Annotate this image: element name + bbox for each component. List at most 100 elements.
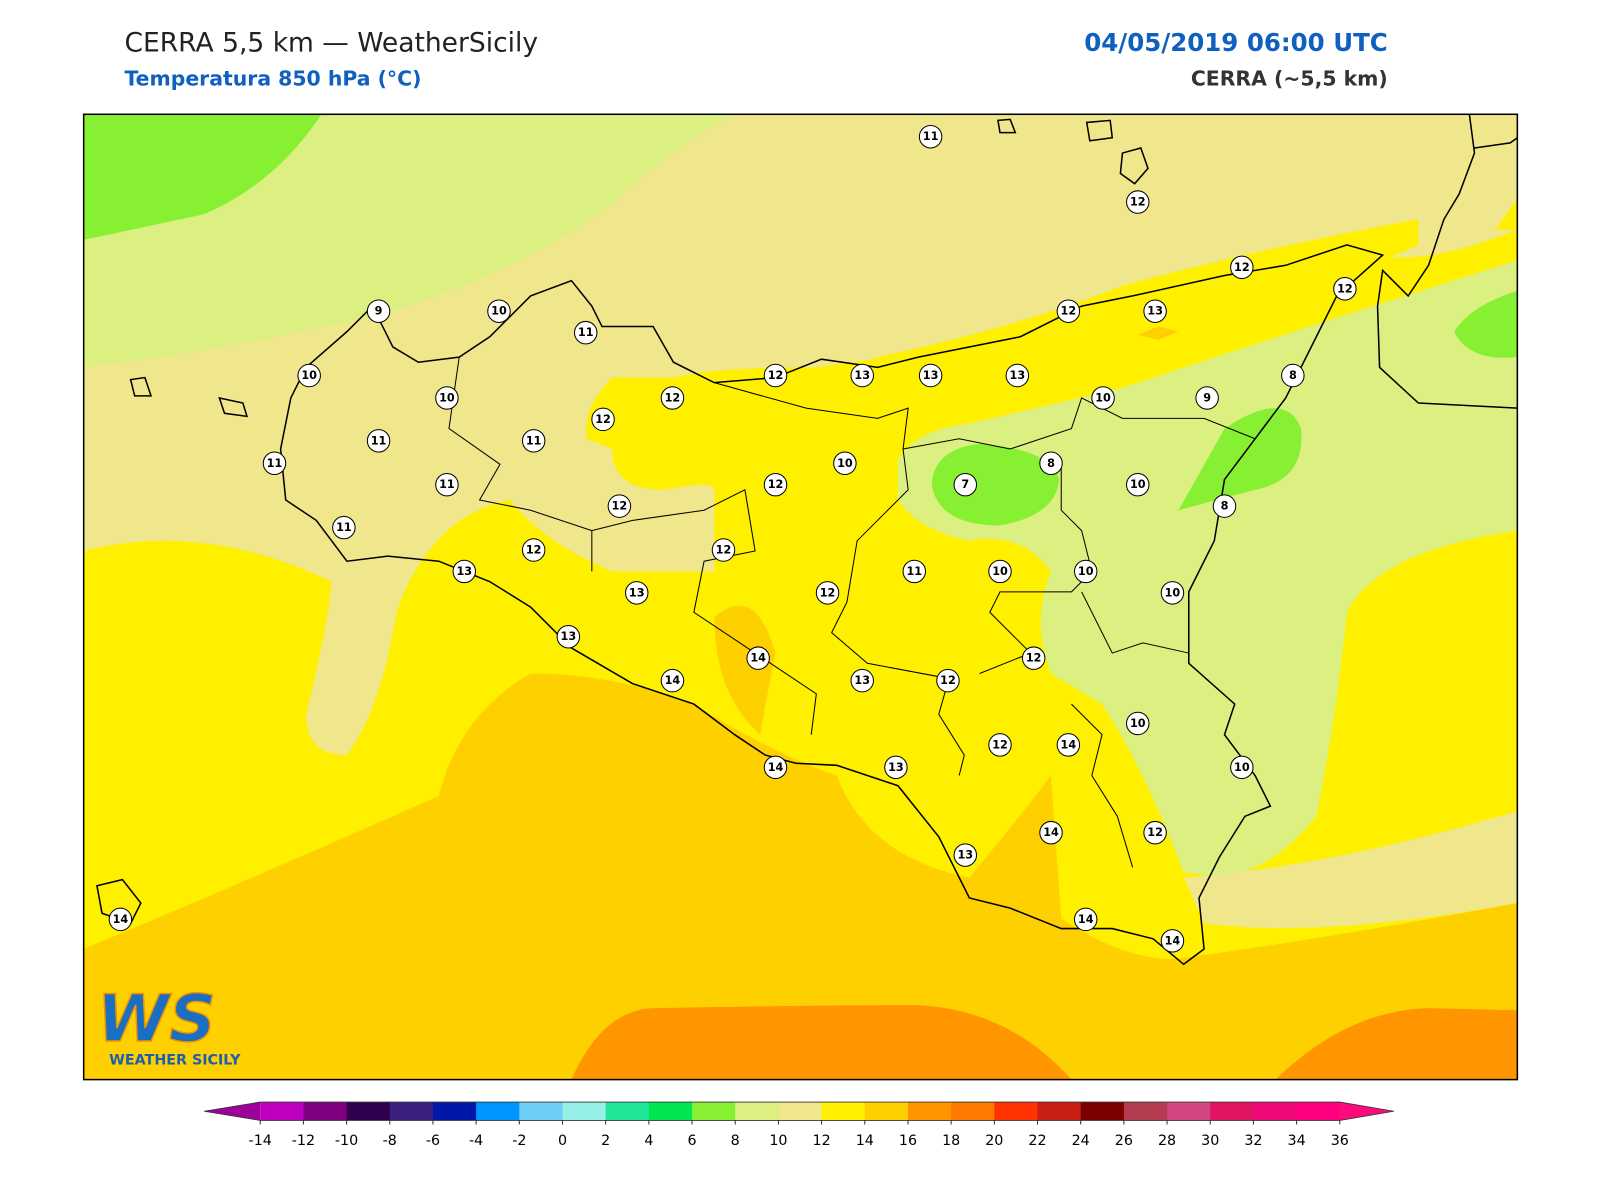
colorbar-segment [389,1102,434,1121]
colorbar-segment [778,1102,823,1121]
colorbar-under [204,1102,261,1121]
subtitle: Temperatura 850 hPa (°C) [124,67,421,91]
station-value: 11 [906,565,922,578]
station-marker [1126,190,1150,214]
colorbar-segment [648,1102,693,1121]
station-value: 10 [1165,586,1181,599]
colorbar-tick-label: -2 [512,1133,526,1149]
stations: 11 12 12 12 9 10 11 12 13 10 12 13 13 13 8 10 12 10 9 12 11 1… [108,125,1357,953]
temperature-band [897,260,1518,878]
colorbar-segment [1296,1102,1341,1121]
station-marker [1143,820,1167,845]
station-marker [1126,711,1150,736]
station-value: 8 [1289,369,1297,382]
station-marker [833,451,857,475]
station-marker [297,363,321,388]
coastlines [96,114,1518,966]
station-marker [521,538,546,562]
station-value: 11 [526,434,542,447]
station-marker [1126,472,1150,497]
station-marker [366,299,391,323]
colorbar-tick-label: -14 [249,1133,272,1149]
colorbar-tick-label: 32 [1244,1133,1262,1149]
station-marker [988,559,1012,584]
station-value: 10 [1234,761,1250,774]
colorbar-segment [476,1102,520,1121]
station-value: 12 [1061,305,1077,318]
colorbar-tick-label: 8 [731,1133,740,1149]
station-marker [1005,363,1030,388]
station-value: 14 [1078,913,1094,926]
station-value: 11 [578,326,594,339]
station-value: 12 [1147,826,1163,839]
colorbar-segment [821,1102,866,1121]
station-value: 14 [113,913,129,926]
station-marker [902,559,927,584]
station-marker [435,472,459,497]
station-marker [1333,277,1357,301]
colorbar-tick-label: 2 [601,1133,610,1149]
station-value: 11 [439,478,455,491]
station-marker [1039,820,1063,845]
station-value: 9 [375,305,383,318]
station-marker [660,668,685,693]
station-marker [763,755,788,780]
station-value: 12 [1130,196,1146,209]
temperature-band [1454,290,1518,358]
station-value: 13 [629,586,645,599]
station-marker [521,429,546,453]
station-marker [1230,755,1254,780]
colorbar-tick-label: -10 [335,1133,358,1149]
station-marker [625,581,649,605]
station-marker [435,386,459,410]
temperature-band [877,219,1419,424]
station-marker [1195,386,1219,410]
station-value: 10 [1095,391,1111,404]
station-value: 12 [768,478,784,491]
station-marker [763,472,788,497]
station-value: 12 [1026,652,1042,665]
station-value: 11 [371,434,387,447]
station-value: 8 [1047,457,1055,470]
map-frame [82,113,1519,1081]
station-marker [763,363,788,388]
station-value: 13 [888,761,904,774]
station-value: 10 [1078,565,1094,578]
colorbar-segment [907,1102,952,1121]
colorbar-segment [1037,1102,1082,1121]
colorbar-segment [951,1102,995,1121]
colorbar-segment [303,1102,348,1121]
station-value: 10 [837,457,853,470]
station-value: 14 [1043,826,1059,839]
station-value: 7 [961,478,969,491]
station-marker [850,668,874,693]
station-value: 10 [992,565,1008,578]
station-value: 10 [1130,478,1146,491]
station-marker [607,494,632,518]
station-marker [660,386,685,410]
colorbar-segment [346,1102,391,1121]
logo-text: WEATHER SICILY [109,1052,241,1068]
colorbar-tick-label: -4 [469,1133,483,1149]
station-marker [936,668,960,693]
date: 04/05/2019 06:00 UTC [1084,28,1388,57]
colorbar-tick-label: 16 [899,1133,917,1149]
station-value: 14 [1165,934,1181,947]
station-value: 13 [456,565,472,578]
station-value: 12 [1234,261,1250,274]
station-value: 11 [923,130,939,143]
colorbar-segment [1167,1102,1211,1121]
station-marker [1039,451,1063,475]
station-marker [487,299,511,323]
station-marker [1056,733,1081,757]
colorbar-segment [260,1102,304,1121]
station-marker [452,559,477,584]
station-value: 12 [992,738,1008,751]
colorbar-tick-label: 10 [769,1133,787,1149]
colorbar-segment [605,1102,650,1121]
station-marker [953,472,978,497]
station-marker [262,451,287,475]
colorbar-tick-label: 28 [1158,1133,1176,1149]
station-marker [108,907,133,932]
